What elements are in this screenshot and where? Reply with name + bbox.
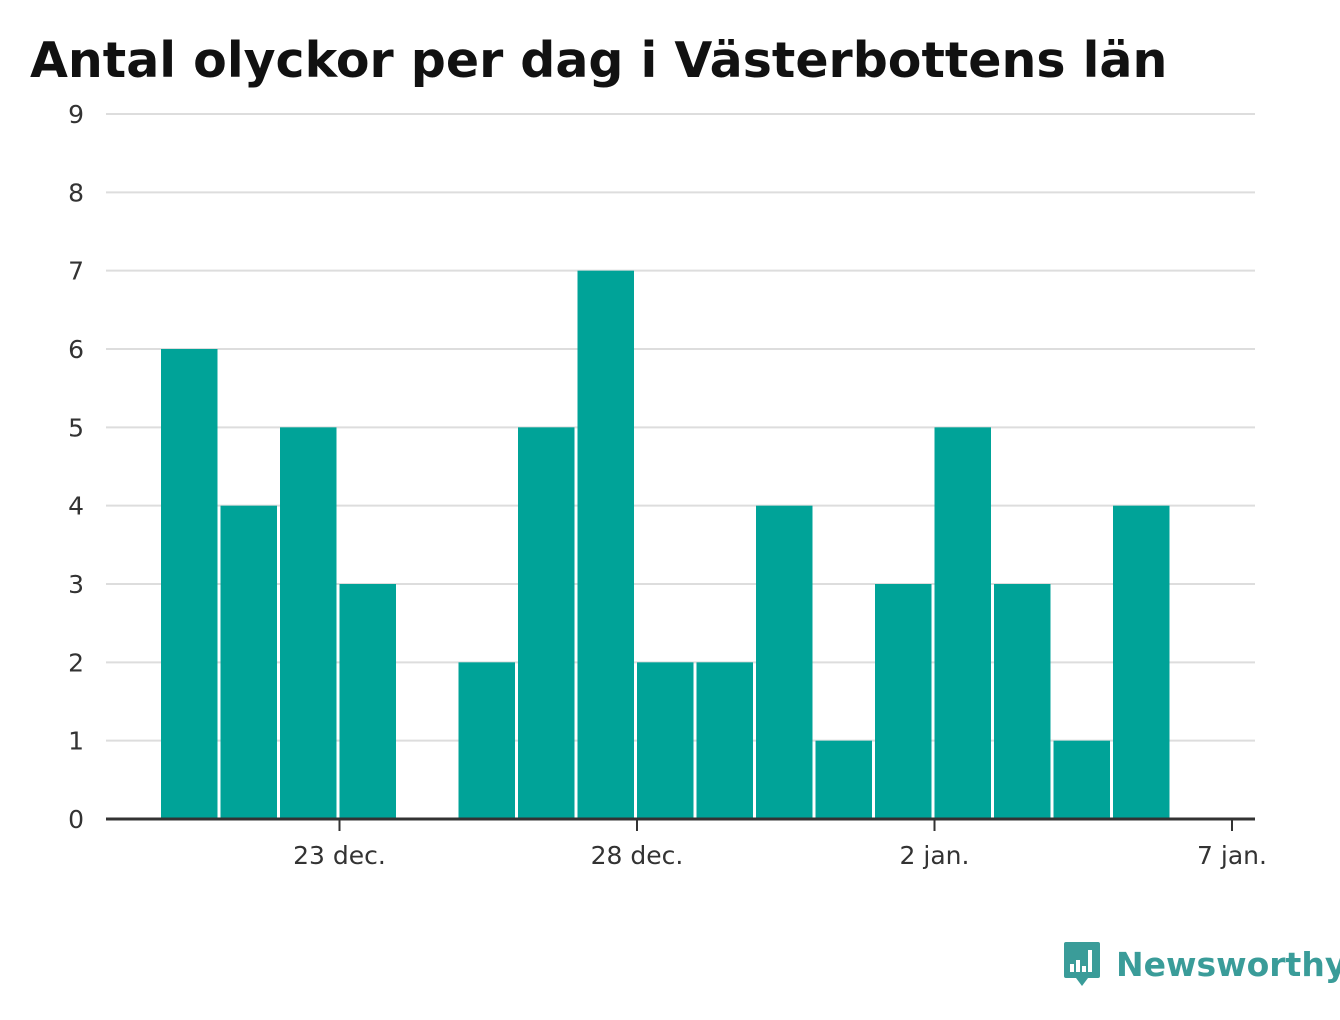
y-tick-label: 3 bbox=[68, 570, 84, 599]
bar bbox=[756, 505, 813, 819]
bars bbox=[161, 270, 1170, 820]
bar bbox=[875, 584, 932, 819]
y-tick-label: 1 bbox=[68, 727, 84, 756]
gridlines bbox=[106, 113, 1255, 742]
bar bbox=[577, 270, 634, 820]
newsworthy-logo: Newsworthy bbox=[1062, 940, 1340, 988]
y-tick-label: 8 bbox=[68, 178, 84, 207]
bar bbox=[1053, 740, 1110, 819]
y-tick-label: 5 bbox=[68, 413, 84, 442]
y-axis-tick-labels: 0 1 2 3 4 5 6 7 8 9 bbox=[68, 100, 84, 834]
bar bbox=[696, 662, 753, 819]
y-tick-label: 7 bbox=[68, 257, 84, 286]
bar bbox=[815, 740, 872, 819]
brand-name: Newsworthy bbox=[1116, 944, 1340, 984]
bar bbox=[1113, 505, 1170, 819]
bar bbox=[994, 584, 1051, 819]
x-axis: 23 dec. 28 dec. 2 jan. 7 jan. bbox=[106, 817, 1267, 870]
chart-title: Antal olyckor per dag i Västerbottens lä… bbox=[30, 32, 1168, 89]
y-tick-label: 4 bbox=[68, 492, 84, 521]
bar bbox=[518, 427, 575, 819]
x-tick-label: 7 jan. bbox=[1197, 841, 1267, 870]
y-tick-label: 6 bbox=[68, 335, 84, 364]
x-tick-label: 23 dec. bbox=[293, 841, 386, 870]
bar-chart-speech-bubble-icon bbox=[1064, 942, 1100, 986]
bar bbox=[161, 349, 218, 819]
bar bbox=[637, 662, 694, 819]
y-tick-label: 2 bbox=[68, 648, 84, 677]
y-tick-label: 9 bbox=[68, 100, 84, 129]
x-tick-label: 28 dec. bbox=[591, 841, 684, 870]
bar bbox=[339, 584, 396, 819]
bar bbox=[220, 505, 277, 819]
bar bbox=[934, 427, 991, 819]
bar bbox=[458, 662, 515, 819]
y-tick-label: 0 bbox=[68, 805, 84, 834]
bar bbox=[280, 427, 337, 819]
x-tick-label: 2 jan. bbox=[900, 841, 970, 870]
